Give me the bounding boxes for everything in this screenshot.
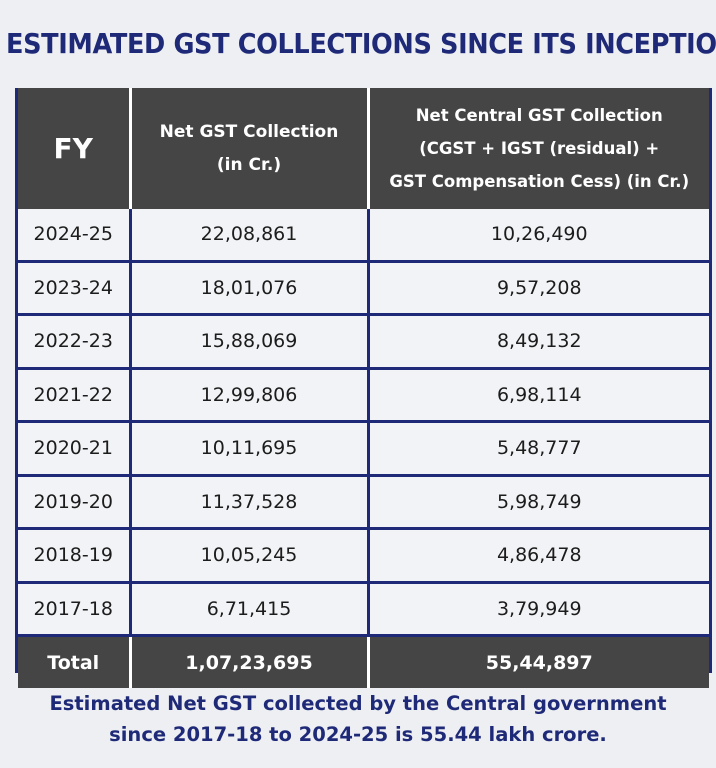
cell-net: 22,08,861	[130, 209, 370, 263]
total-label: Total	[18, 635, 132, 688]
cell-central: 5,48,777	[368, 421, 709, 477]
cell-fy: 2020-21	[18, 421, 132, 477]
table-row: 2019-20 11,37,528 5,98,749	[18, 475, 709, 530]
header-row: FY Net GST Collection (in Cr.) Net Centr…	[18, 88, 709, 209]
cell-net: 10,11,695	[130, 421, 370, 477]
cell-central: 5,98,749	[368, 475, 709, 530]
column-header-central-gst: Net Central GST Collection (CGST + IGST …	[368, 88, 709, 209]
table-row: 2021-22 12,99,806 6,98,114	[18, 368, 709, 423]
cell-central: 8,49,132	[368, 314, 709, 370]
cell-fy: 2019-20	[18, 475, 132, 530]
cell-net: 11,37,528	[130, 475, 370, 530]
table-row: 2022-23 15,88,069 8,49,132	[18, 314, 709, 370]
gst-collections-table: FY Net GST Collection (in Cr.) Net Centr…	[15, 88, 712, 688]
cell-net: 12,99,806	[130, 368, 370, 423]
cell-fy: 2018-19	[18, 528, 132, 584]
summary-note-line-1: Estimated Net GST collected by the Centr…	[49, 692, 667, 715]
total-net: 1,07,23,695	[130, 635, 370, 688]
cell-fy: 2024-25	[18, 209, 132, 263]
cell-net: 15,88,069	[130, 314, 370, 370]
cell-net: 10,05,245	[130, 528, 370, 584]
page-title: ESTIMATED GST COLLECTIONS SINCE ITS INCE…	[6, 28, 716, 60]
summary-note-line-2: since 2017-18 to 2024-25 is 55.44 lakh c…	[109, 723, 607, 746]
net-header-line-1: Net GST Collection	[159, 121, 339, 142]
cell-central: 3,79,949	[368, 582, 709, 637]
table-row: 2020-21 10,11,695 5,48,777	[18, 421, 709, 477]
cell-net: 18,01,076	[130, 261, 370, 316]
cell-fy: 2017-18	[18, 582, 132, 637]
cell-central: 6,98,114	[368, 368, 709, 423]
cell-central: 9,57,208	[368, 261, 709, 316]
table-row: 2018-19 10,05,245 4,86,478	[18, 528, 709, 584]
cell-fy: 2022-23	[18, 314, 132, 370]
cell-fy: 2023-24	[18, 261, 132, 316]
net-header-line-2: (in Cr.)	[216, 154, 282, 175]
column-header-net-gst: Net GST Collection (in Cr.)	[130, 88, 370, 209]
cell-fy: 2021-22	[18, 368, 132, 423]
table-row: 2023-24 18,01,076 9,57,208	[18, 261, 709, 316]
cell-net: 6,71,415	[130, 582, 370, 637]
cell-central: 10,26,490	[368, 209, 709, 263]
total-row: Total 1,07,23,695 55,44,897	[18, 635, 709, 688]
summary-note: Estimated Net GST collected by the Centr…	[0, 688, 716, 750]
data-table: FY Net GST Collection (in Cr.) Net Centr…	[18, 88, 709, 688]
cell-central: 4,86,478	[368, 528, 709, 584]
table-row: 2017-18 6,71,415 3,79,949	[18, 582, 709, 637]
central-header-line-1: Net Central GST Collection	[415, 106, 663, 125]
central-header-line-3: GST Compensation Cess) (in Cr.)	[389, 172, 690, 191]
total-central: 55,44,897	[368, 635, 709, 688]
column-header-fy: FY	[18, 88, 132, 209]
table-row: 2024-25 22,08,861 10,26,490	[18, 209, 709, 263]
central-header-line-2: (CGST + IGST (residual) +	[419, 139, 660, 158]
